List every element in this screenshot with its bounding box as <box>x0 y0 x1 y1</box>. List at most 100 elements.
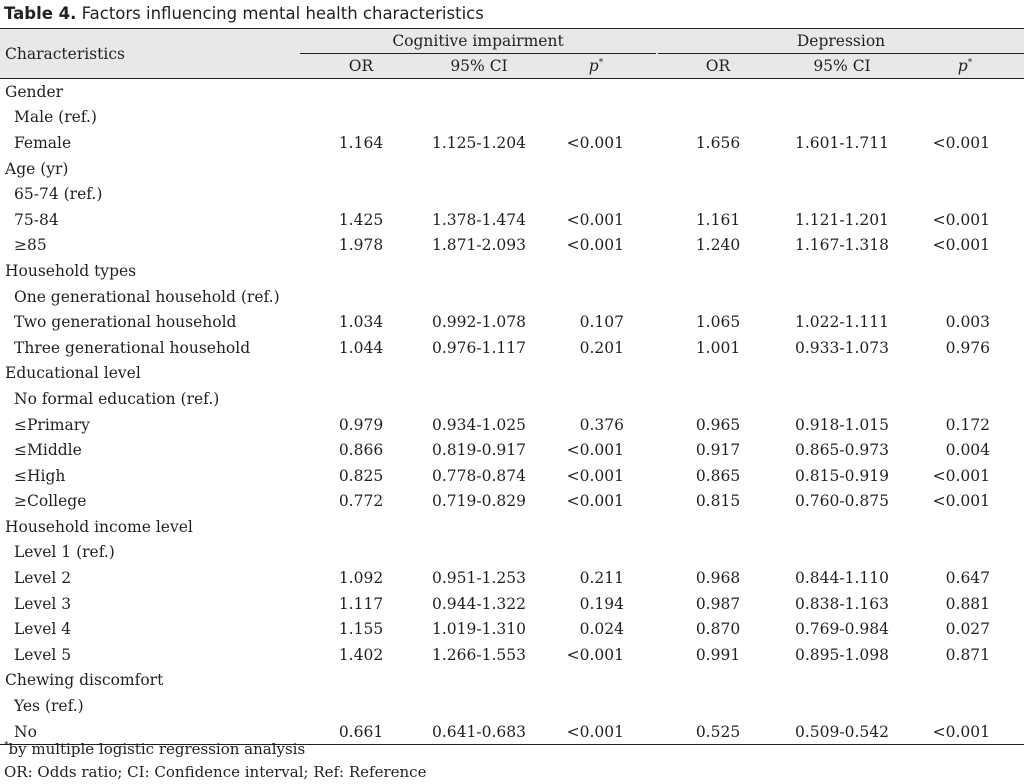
table-row: ≤Primary 0.979 0.934-1.025 0.376 0.965 0.918-… <box>0 412 1024 438</box>
depression-ci-value <box>778 105 906 131</box>
cognitive-p-value <box>536 668 656 694</box>
table-row: Female 1.164 1.125-1.204 <0.001 1.656 1.601-1… <box>0 130 1024 156</box>
depression-p-value: 0.003 <box>945 313 991 332</box>
depression-or-value: 0.965 <box>695 415 741 434</box>
depression-or-value: 1.001 <box>695 338 741 357</box>
table-row: Level 2 1.092 0.951-1.253 0.211 0.968 0.844-1… <box>0 565 1024 591</box>
depression-ci-value: 0.933-1.073 <box>795 338 889 357</box>
results-table: Characteristics Cognitive impairment Dep… <box>0 28 1024 745</box>
cognitive-or-value <box>300 79 422 105</box>
row-label: Two generational household <box>14 313 237 332</box>
depression-p-value <box>906 361 1024 387</box>
table-number: Table 4. <box>4 4 77 23</box>
cognitive-or-value <box>300 105 422 131</box>
cognitive-or-value: 1.117 <box>338 594 384 613</box>
row-label: Level 2 <box>14 569 72 588</box>
depression-p-value: 0.871 <box>945 645 991 664</box>
depression-or-value <box>658 156 778 182</box>
cognitive-p-value: <0.001 <box>566 133 624 152</box>
depression-p-value: 0.027 <box>945 620 991 639</box>
cognitive-p-value: 0.211 <box>579 569 624 588</box>
row-label: Level 1 (ref.) <box>14 543 115 562</box>
table-row: Three generational household 1.044 0.976-1… <box>0 335 1024 361</box>
category-label: Educational level <box>5 364 141 383</box>
cognitive-ci-value <box>422 79 536 105</box>
cognitive-p-value <box>536 361 656 387</box>
cognitive-ci-value: 1.871-2.093 <box>432 236 526 255</box>
cognitive-ci-value: 0.944-1.322 <box>432 594 526 613</box>
depression-p-value <box>906 79 1024 105</box>
cognitive-or-value: 1.155 <box>338 620 384 639</box>
depression-p-value: <0.001 <box>932 236 991 255</box>
depression-ci-value: 0.918-1.015 <box>795 415 889 434</box>
depression-or-value <box>658 79 778 105</box>
depression-ci-value: 0.815-0.919 <box>795 466 889 485</box>
depression-ci-value: 0.865-0.973 <box>795 441 889 460</box>
row-label: ≤High <box>14 466 66 485</box>
depression-or-value: 0.525 <box>695 722 741 741</box>
cognitive-p-value: <0.001 <box>566 210 624 229</box>
category-row: Gender <box>0 79 1024 105</box>
cognitive-or-value: 0.979 <box>338 415 384 434</box>
row-label: Level 5 <box>14 645 72 664</box>
table-row: Level 4 1.155 1.019-1.310 0.024 0.870 0.769-0… <box>0 616 1024 642</box>
cognitive-ci-value <box>422 156 536 182</box>
cognitive-ci-value: 0.778-0.874 <box>432 466 526 485</box>
depression-ci-value <box>778 156 906 182</box>
cognitive-ci-value: 0.951-1.253 <box>432 569 526 588</box>
table-row: Two generational household 1.034 0.992-1.0… <box>0 309 1024 335</box>
cognitive-ci-value <box>422 693 536 719</box>
cognitive-ci-value <box>422 668 536 694</box>
depression-p-value: 0.004 <box>945 441 991 460</box>
category-row: Chewing discomfort <box>0 668 1024 694</box>
depression-or-value: 0.987 <box>695 594 741 613</box>
depression-or-value <box>658 181 778 207</box>
cognitive-or-value <box>300 156 422 182</box>
cognitive-ci-value <box>422 284 536 310</box>
depression-ci-value <box>778 258 906 284</box>
cognitive-ci-value: 0.992-1.078 <box>432 313 526 332</box>
table-row: Level 3 1.117 0.944-1.322 0.194 0.987 0.838-1… <box>0 591 1024 617</box>
depression-or-value: 1.656 <box>695 133 741 152</box>
depression-ci-value <box>778 284 906 310</box>
row-label: Level 3 <box>14 594 72 613</box>
depression-ci-value: 1.022-1.111 <box>795 313 889 332</box>
cognitive-ci-value <box>422 361 536 387</box>
depression-p-value <box>906 181 1024 207</box>
cognitive-or-value <box>300 514 422 540</box>
depression-p-value: <0.001 <box>932 492 991 511</box>
p-header: p* <box>957 57 973 75</box>
table-title: Table 4. Factors influencing mental heal… <box>4 2 484 26</box>
table-row: 65-74 (ref.) <box>0 181 1024 207</box>
row-label: No formal education (ref.) <box>14 389 220 408</box>
table-row: No 0.661 0.641-0.683 <0.001 0.525 0.509-0.542… <box>0 719 1024 745</box>
cognitive-p-value <box>536 258 656 284</box>
depression-ci-value: 1.601-1.711 <box>795 133 889 152</box>
cognitive-p-value: <0.001 <box>566 645 624 664</box>
cognitive-ci-value: 0.819-0.917 <box>432 441 526 460</box>
cognitive-p-value <box>536 386 656 412</box>
ci-header: 95% CI <box>813 57 871 75</box>
group-gap <box>656 28 658 54</box>
table-row: 75-84 1.425 1.378-1.474 <0.001 1.161 1.121-1.… <box>0 207 1024 233</box>
cognitive-p-value: <0.001 <box>566 466 624 485</box>
cognitive-ci-value <box>422 105 536 131</box>
depression-ci-value <box>778 514 906 540</box>
depression-ci-value: 0.838-1.163 <box>795 594 889 613</box>
depression-p-value <box>906 258 1024 284</box>
category-label: Gender <box>5 82 64 101</box>
cognitive-ci-value: 1.125-1.204 <box>432 133 526 152</box>
cognitive-ci-value: 0.641-0.683 <box>432 722 526 741</box>
depression-or-value <box>658 693 778 719</box>
category-label: Household income level <box>5 517 193 536</box>
cognitive-or-value: 1.425 <box>338 210 384 229</box>
row-label: ≥85 <box>14 236 47 255</box>
cognitive-ci-value: 1.378-1.474 <box>432 210 526 229</box>
cognitive-or-value <box>300 386 422 412</box>
cognitive-p-value <box>536 181 656 207</box>
cognitive-or-value: 1.034 <box>338 313 384 332</box>
cognitive-p-value <box>536 693 656 719</box>
table-row: Male (ref.) <box>0 105 1024 131</box>
row-label: One generational household (ref.) <box>14 287 280 306</box>
depression-ci-value <box>778 693 906 719</box>
